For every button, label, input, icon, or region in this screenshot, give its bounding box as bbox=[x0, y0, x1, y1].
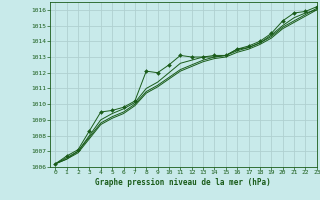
X-axis label: Graphe pression niveau de la mer (hPa): Graphe pression niveau de la mer (hPa) bbox=[95, 178, 271, 187]
